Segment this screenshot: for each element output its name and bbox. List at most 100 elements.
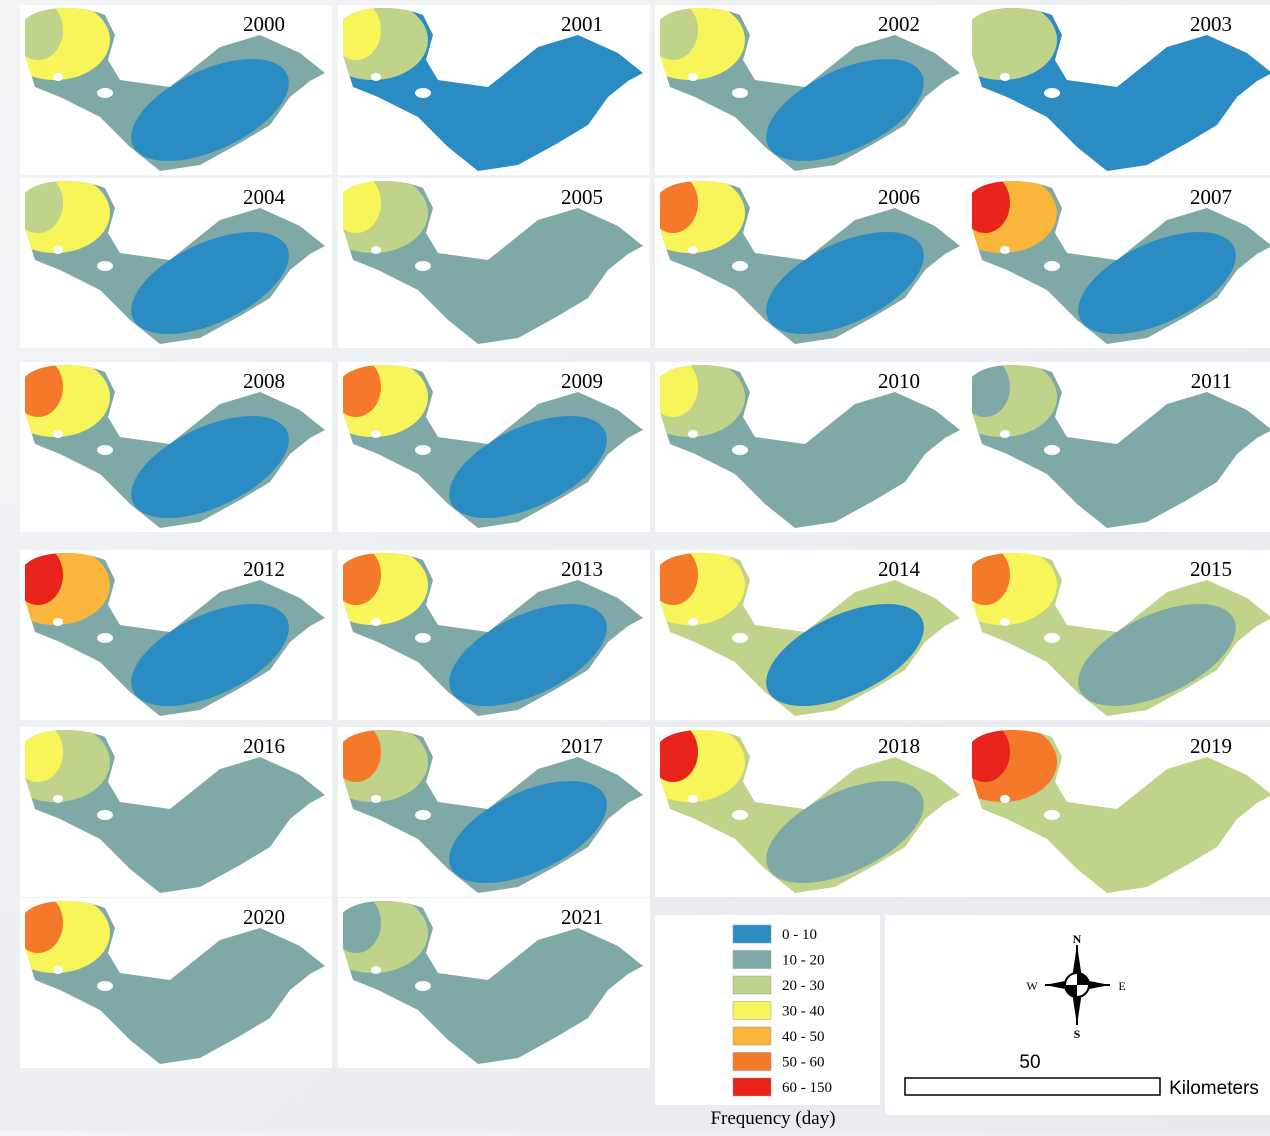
panel-year: 2001 [561, 12, 603, 36]
map-panel: 2009 [318, 357, 650, 539]
island [1044, 445, 1060, 455]
map-panel: 2017 [318, 722, 650, 904]
panel-year: 2004 [243, 185, 286, 209]
island [97, 261, 113, 271]
island [732, 88, 748, 98]
panel-year: 2005 [561, 185, 603, 209]
legend-swatch [733, 1078, 771, 1096]
map-panel: 2016 [0, 722, 332, 904]
island [415, 88, 431, 98]
island [53, 430, 63, 438]
island [1000, 618, 1010, 626]
island [732, 445, 748, 455]
panel-year: 2003 [1190, 12, 1232, 36]
map-panel: 2005 [318, 173, 650, 355]
panel-year: 2018 [878, 734, 920, 758]
island [371, 246, 381, 254]
panel-year: 2008 [243, 369, 285, 393]
map-panel: 2001 [318, 0, 650, 182]
island [371, 795, 381, 803]
island [415, 810, 431, 820]
island [371, 73, 381, 81]
panel-year: 2011 [1191, 369, 1232, 393]
map-panel: 2011 [947, 357, 1270, 539]
compass-e: E [1118, 979, 1125, 993]
legend-title: Frequency (day) [710, 1108, 835, 1129]
scale-unit: Kilometers [1169, 1078, 1259, 1099]
island [371, 618, 381, 626]
panel-year: 2021 [561, 905, 603, 929]
island [688, 618, 698, 626]
panel-year: 2015 [1190, 557, 1232, 581]
map-panel: 2013 [318, 545, 650, 727]
figure: Frequency (day) N S E W 50 Kilometers 20… [0, 0, 1270, 1131]
panel-year: 2016 [243, 734, 285, 758]
legend-swatch [733, 1002, 771, 1020]
panel-year: 2014 [878, 557, 921, 581]
map-panel: 2021 [318, 893, 650, 1075]
legend-swatch [733, 1027, 771, 1045]
map-panel: 2007 [947, 173, 1270, 355]
island [97, 981, 113, 991]
island [371, 966, 381, 974]
legend-label: 60 - 150 [782, 1080, 832, 1096]
map-panel: 2012 [0, 545, 332, 727]
map-panel: 2019 [947, 722, 1270, 904]
island [97, 88, 113, 98]
panel-year: 2013 [561, 557, 603, 581]
legend-label: 30 - 40 [782, 1004, 825, 1020]
map-panel: 2003 [947, 0, 1270, 182]
island [1044, 633, 1060, 643]
island [53, 795, 63, 803]
panel-year: 2002 [878, 12, 920, 36]
island [732, 633, 748, 643]
map-panel: 2015 [947, 545, 1270, 727]
island [53, 618, 63, 626]
legend-label: 0 - 10 [782, 927, 817, 943]
panel-year: 2010 [878, 369, 920, 393]
island [415, 633, 431, 643]
compass-s: S [1074, 1027, 1081, 1041]
legend-label: 20 - 30 [782, 978, 825, 994]
scale-bar [905, 1078, 1160, 1095]
map-panel: 2014 [635, 545, 967, 727]
island [415, 445, 431, 455]
island [97, 445, 113, 455]
island [1000, 795, 1010, 803]
map-panel: 2020 [0, 893, 332, 1075]
legend-label: 10 - 20 [782, 953, 825, 969]
scale-label: 50 [1019, 1052, 1040, 1073]
map-panel: 2000 [0, 0, 332, 182]
island [688, 430, 698, 438]
island [688, 795, 698, 803]
legend-label: 50 - 60 [782, 1055, 825, 1071]
island [371, 430, 381, 438]
compass-n: N [1073, 932, 1082, 946]
legend-swatch [733, 976, 771, 994]
island [732, 261, 748, 271]
island [1000, 246, 1010, 254]
island [1044, 810, 1060, 820]
map-panel: 2006 [635, 173, 967, 355]
panel-year: 2007 [1190, 185, 1232, 209]
island [732, 810, 748, 820]
legend-swatch [733, 925, 771, 943]
island [53, 246, 63, 254]
island [1044, 88, 1060, 98]
legend-swatch [733, 1053, 771, 1071]
island [1000, 73, 1010, 81]
panel-year: 2006 [878, 185, 920, 209]
panel-year: 2012 [243, 557, 285, 581]
island [1044, 261, 1060, 271]
map-panel: 2004 [0, 173, 332, 355]
legend-label: 40 - 50 [782, 1029, 825, 1045]
island [53, 966, 63, 974]
panel-year: 2017 [561, 734, 603, 758]
island [97, 810, 113, 820]
panel-year: 2020 [243, 905, 285, 929]
map-panel: 2010 [635, 357, 967, 539]
island [97, 633, 113, 643]
island [1000, 430, 1010, 438]
island [53, 73, 63, 81]
map-panel: 2002 [635, 0, 967, 182]
